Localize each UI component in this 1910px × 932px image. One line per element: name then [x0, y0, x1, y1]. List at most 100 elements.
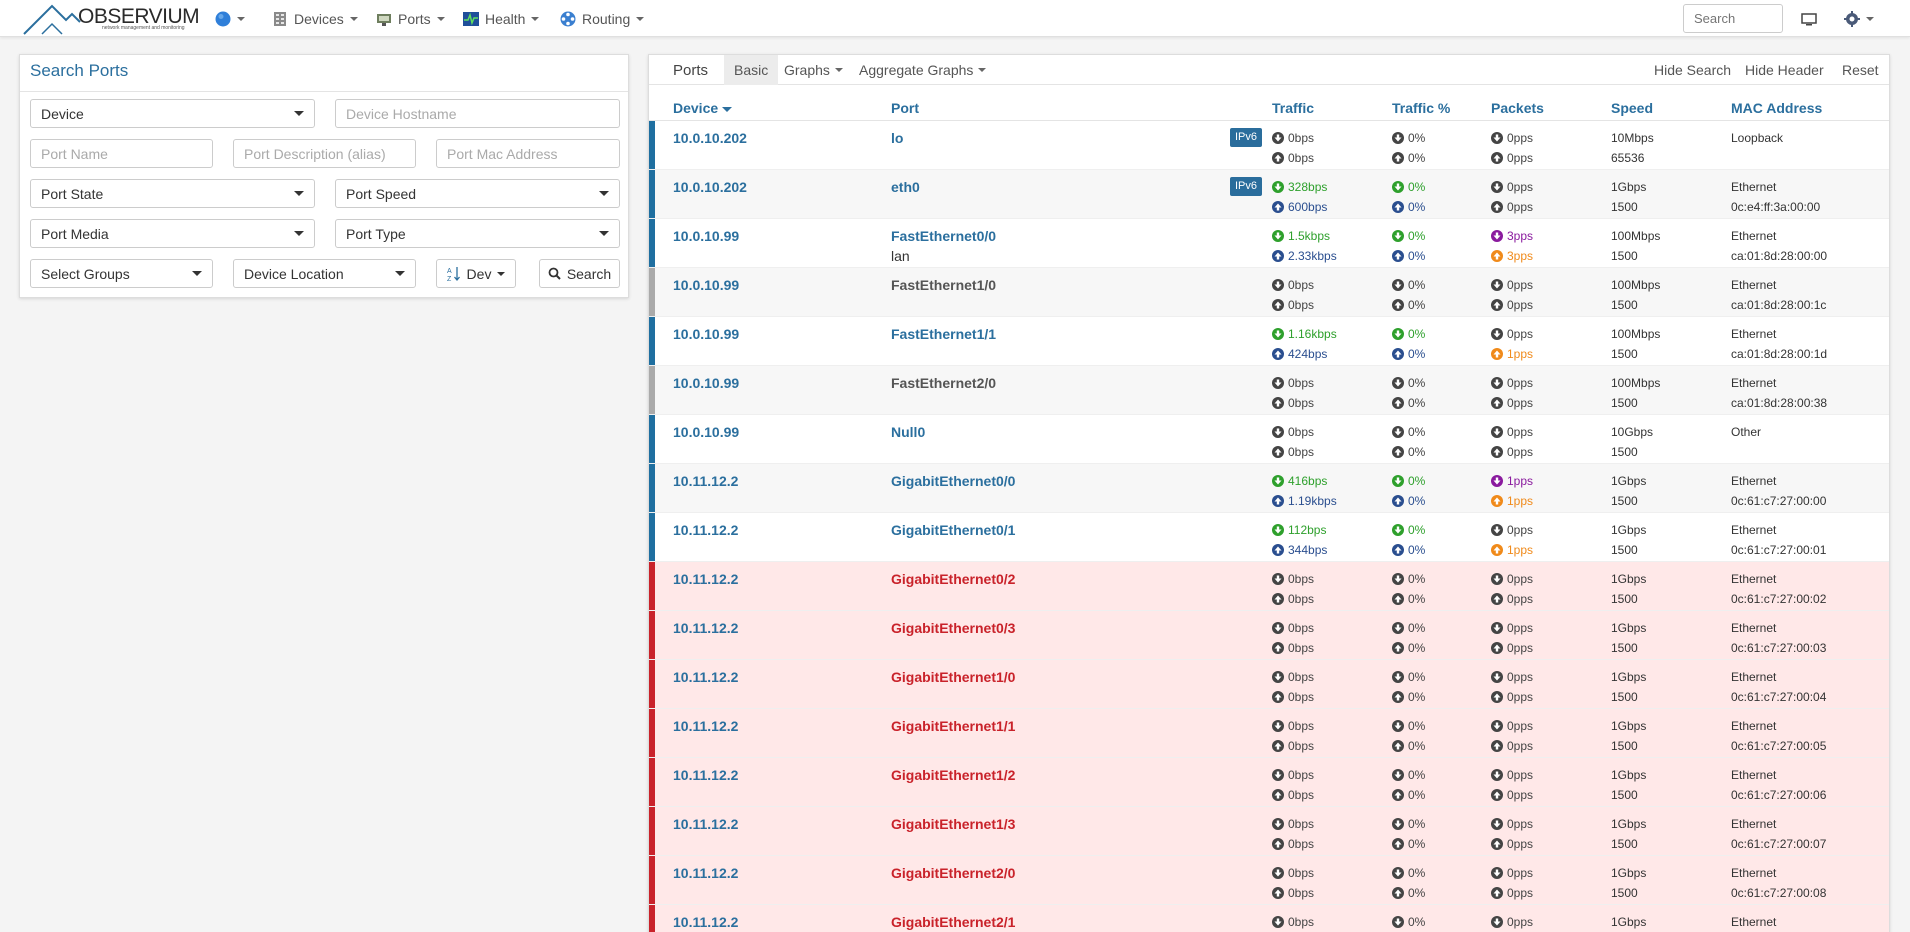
port-media: Ethernet [1731, 915, 1777, 929]
device-link[interactable]: 10.11.12.2 [673, 522, 739, 538]
table-row[interactable]: 10.0.10.99 FastEthernet0/0 lan 1.5kbps 2.33k… [649, 219, 1889, 268]
column-packets[interactable]: Packets [1491, 100, 1544, 116]
table-row[interactable]: 10.11.12.2 GigabitEthernet0/2 0bps 0bps 0% 0%… [649, 562, 1889, 611]
port-mtu: 1500 [1611, 396, 1638, 410]
device-link[interactable]: 10.0.10.99 [673, 424, 740, 440]
table-row[interactable]: 10.0.10.99 FastEthernet1/1 1.16kbps 424bps 0… [649, 317, 1889, 366]
tab-basic[interactable]: Basic [724, 55, 779, 85]
table-row[interactable]: 10.11.12.2 GigabitEthernet2/0 0bps 0bps 0% 0%… [649, 856, 1889, 905]
nav-globe-menu[interactable] [215, 0, 245, 37]
port-link[interactable]: eth0 [891, 177, 920, 197]
traffic-pct-out: 0% [1408, 200, 1426, 214]
global-search-input[interactable] [1683, 4, 1783, 33]
device-link[interactable]: 10.11.12.2 [673, 914, 739, 930]
nav-ports-menu[interactable]: Ports [376, 0, 445, 37]
column-traffic[interactable]: Traffic [1272, 100, 1315, 116]
device-link[interactable]: 10.11.12.2 [673, 473, 739, 489]
port-link[interactable]: GigabitEthernet1/0 [891, 667, 1015, 687]
hide-search-link[interactable]: Hide Search [1654, 62, 1732, 78]
port-link[interactable]: lo [891, 128, 903, 148]
port-media-select[interactable]: Port Media [30, 219, 315, 248]
device-select[interactable]: Device [30, 99, 315, 128]
port-media: Ethernet [1731, 474, 1777, 488]
column-speed[interactable]: Speed [1611, 100, 1654, 116]
port-link[interactable]: GigabitEthernet1/1 [891, 716, 1015, 736]
packets-cell: 0pps 0pps [1491, 569, 1533, 609]
device-link[interactable]: 10.0.10.99 [673, 326, 740, 342]
arrow-up-circle-icon [1392, 495, 1404, 507]
table-row[interactable]: 10.11.12.2 GigabitEthernet0/1 112bps 344bps… [649, 513, 1889, 562]
nav-health-menu[interactable]: Health [463, 0, 540, 37]
column-mac[interactable]: MAC Address [1731, 100, 1823, 116]
port-link[interactable]: GigabitEthernet0/3 [891, 618, 1015, 638]
port-link[interactable]: FastEthernet0/0 lan [891, 226, 996, 266]
reset-link[interactable]: Reset [1842, 62, 1879, 78]
port-description-input[interactable]: Port Description (alias) [233, 139, 416, 168]
port-link[interactable]: FastEthernet1/1 [891, 324, 996, 344]
arrow-up-circle-icon [1392, 250, 1404, 262]
table-row[interactable]: 10.11.12.2 GigabitEthernet1/2 0bps 0bps 0% 0%… [649, 758, 1889, 807]
port-link[interactable]: FastEthernet2/0 [891, 373, 996, 393]
table-row[interactable]: 10.0.10.202 lo IPv6 0bps 0bps 0% 0% 0pps 0pps 10M… [649, 121, 1889, 170]
table-row[interactable]: 10.11.12.2 GigabitEthernet0/0 416bps 1.19kb… [649, 464, 1889, 513]
port-name-input[interactable]: Port Name [30, 139, 213, 168]
tab-aggregate-graphs[interactable]: Aggregate Graphs [859, 55, 987, 85]
status-bar [649, 513, 655, 561]
device-link[interactable]: 10.0.10.202 [673, 130, 747, 146]
nav-devices-menu[interactable]: Devices [272, 0, 358, 37]
port-link[interactable]: GigabitEthernet1/2 [891, 765, 1015, 785]
traffic-pct-in: 0% [1408, 376, 1426, 390]
port-mac-input[interactable]: Port Mac Address [436, 139, 620, 168]
traffic-pct-out: 0% [1408, 592, 1426, 606]
table-row[interactable]: 10.11.12.2 GigabitEthernet0/3 0bps 0bps 0% 0%… [649, 611, 1889, 660]
device-hostname-input[interactable]: Device Hostname [335, 99, 620, 128]
device-link[interactable]: 10.0.10.99 [673, 277, 740, 293]
port-link[interactable]: GigabitEthernet0/0 [891, 471, 1015, 491]
port-link[interactable]: GigabitEthernet1/3 [891, 814, 1015, 834]
port-link[interactable]: GigabitEthernet2/1 [891, 912, 1015, 932]
monitor-button[interactable] [1801, 0, 1817, 37]
port-state-select[interactable]: Port State [30, 179, 315, 208]
table-row[interactable]: 10.11.12.2 GigabitEthernet1/3 0bps 0bps 0% 0%… [649, 807, 1889, 856]
port-link[interactable]: GigabitEthernet2/0 [891, 863, 1015, 883]
port-type-select[interactable]: Port Type [335, 219, 620, 248]
port-link[interactable]: GigabitEthernet0/1 [891, 520, 1015, 540]
device-link[interactable]: 10.11.12.2 [673, 620, 739, 636]
device-link[interactable]: 10.0.10.99 [673, 375, 740, 391]
hide-header-link[interactable]: Hide Header [1745, 62, 1824, 78]
device-link[interactable]: 10.11.12.2 [673, 718, 739, 734]
port-link[interactable]: GigabitEthernet0/2 [891, 569, 1015, 589]
port-link[interactable]: FastEthernet1/0 [891, 275, 996, 295]
device-link[interactable]: 10.11.12.2 [673, 865, 739, 881]
device-link[interactable]: 10.11.12.2 [673, 669, 739, 685]
device-link[interactable]: 10.11.12.2 [673, 767, 739, 783]
port-speed-select[interactable]: Port Speed [335, 179, 620, 208]
port-name: FastEthernet2/0 [891, 375, 997, 391]
status-bar [649, 268, 655, 316]
device-location-select[interactable]: Device Location [233, 259, 416, 288]
search-button[interactable]: Search [539, 259, 620, 288]
sort-order-button[interactable]: A Z Dev [436, 259, 516, 288]
device-link[interactable]: 10.0.10.202 [673, 179, 747, 195]
tab-graphs[interactable]: Graphs [784, 55, 843, 85]
port-link[interactable]: Null0 [891, 422, 925, 442]
arrow-down-circle-icon [1272, 279, 1284, 291]
table-row[interactable]: 10.0.10.99 Null0 0bps 0bps 0% 0% 0pps 0pps 10Gbp… [649, 415, 1889, 464]
device-link[interactable]: 10.0.10.99 [673, 228, 740, 244]
settings-menu[interactable] [1844, 0, 1874, 37]
device-link[interactable]: 10.11.12.2 [673, 816, 739, 832]
nav-routing-menu[interactable]: Routing [560, 0, 645, 37]
tab-graphs-label: Graphs [784, 62, 830, 78]
table-row[interactable]: 10.11.12.2 GigabitEthernet1/1 0bps 0bps 0% 0%… [649, 709, 1889, 758]
table-row[interactable]: 10.0.10.99 FastEthernet2/0 0bps 0bps 0% 0% 0pp… [649, 366, 1889, 415]
column-traffic-pct[interactable]: Traffic % [1392, 100, 1451, 116]
column-port[interactable]: Port [891, 100, 919, 116]
table-row[interactable]: 10.0.10.202 eth0 IPv6 328bps 600bps 0% 0% 0pps 0… [649, 170, 1889, 219]
observium-logo[interactable]: OBSERVIUM network management and monitor… [22, 2, 200, 35]
device-link[interactable]: 10.11.12.2 [673, 571, 739, 587]
table-row[interactable]: 10.0.10.99 FastEthernet1/0 0bps 0bps 0% 0% 0pp… [649, 268, 1889, 317]
select-groups-select[interactable]: Select Groups [30, 259, 213, 288]
table-row[interactable]: 10.11.12.2 GigabitEthernet1/0 0bps 0bps 0% 0%… [649, 660, 1889, 709]
column-device[interactable]: Device [673, 100, 733, 116]
